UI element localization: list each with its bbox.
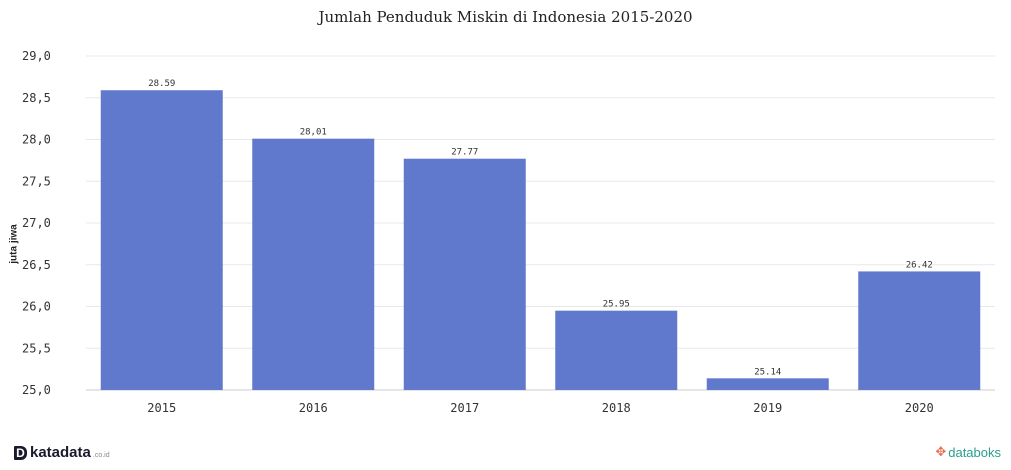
bar bbox=[252, 139, 374, 390]
y-tick-label: 27,0 bbox=[22, 216, 51, 230]
y-tick-label: 26,5 bbox=[22, 258, 51, 272]
y-tick-label: 28,5 bbox=[22, 91, 51, 105]
bar-value-label: 25.95 bbox=[603, 300, 630, 310]
databoks-logo-icon: ✥ bbox=[935, 444, 946, 460]
x-tick-label: 2016 bbox=[299, 401, 328, 415]
x-tick-label: 2019 bbox=[753, 401, 782, 415]
x-tick-label: 2018 bbox=[602, 401, 631, 415]
bar bbox=[858, 271, 980, 390]
katadata-logo-text: katadata bbox=[30, 444, 91, 461]
bar-value-label: 26.42 bbox=[906, 260, 933, 270]
y-tick-label: 25,0 bbox=[22, 383, 51, 397]
katadata-logo: D katadata .co.id bbox=[14, 444, 110, 461]
bar bbox=[555, 311, 677, 390]
bar bbox=[101, 90, 223, 390]
bars bbox=[101, 90, 981, 390]
y-tick-labels: 25,0 25,5 26,0 26,5 27,0 27,5 28,0 28,5 29,0 bbox=[22, 49, 51, 397]
x-tick-label: 2015 bbox=[147, 401, 176, 415]
databoks-logo-text: databoks bbox=[948, 445, 1001, 460]
y-tick-label: 25,5 bbox=[22, 341, 51, 355]
y-tick-label: 29,0 bbox=[22, 49, 51, 63]
katadata-logo-mark: D bbox=[14, 446, 27, 460]
y-tick-label: 26,0 bbox=[22, 300, 51, 314]
y-tick-label: 27,5 bbox=[22, 174, 51, 188]
databoks-logo: ✥ databoks bbox=[935, 444, 1001, 460]
bar-value-label: 25.14 bbox=[754, 367, 781, 377]
x-tick-label: 2020 bbox=[905, 401, 934, 415]
x-tick-label: 2017 bbox=[450, 401, 479, 415]
bar bbox=[707, 378, 829, 390]
x-tick-labels: 2015 2016 2017 2018 2019 2020 bbox=[147, 401, 933, 415]
bar bbox=[404, 159, 526, 390]
y-tick-label: 28,0 bbox=[22, 133, 51, 147]
bar-value-label: 27.77 bbox=[451, 148, 478, 158]
bar-value-label: 28.59 bbox=[148, 79, 175, 89]
bar-value-label: 28,01 bbox=[300, 128, 327, 138]
katadata-logo-suffix: .co.id bbox=[93, 452, 110, 459]
